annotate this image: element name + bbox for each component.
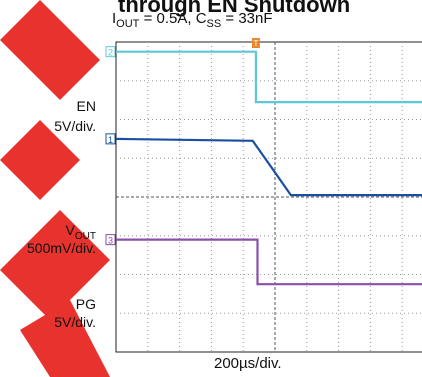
channel-1-marker bbox=[105, 133, 116, 145]
channel-0-number: 2 bbox=[108, 48, 113, 58]
x-axis-label: 200µs/div. bbox=[214, 355, 282, 372]
series-0-trace bbox=[116, 50, 422, 104]
en-label: EN bbox=[76, 98, 96, 114]
channel-2-number: 3 bbox=[108, 236, 113, 246]
chart-subtitle: IOUT = 0.5A, CSS = 33nF bbox=[112, 10, 273, 30]
trigger-marker bbox=[251, 38, 260, 48]
vout-scale-label: 500mV/div. bbox=[27, 240, 96, 256]
series-2-trace bbox=[116, 238, 422, 286]
trigger-marker-label: T bbox=[253, 39, 258, 48]
series-1-trace bbox=[115, 137, 422, 197]
channel-1-number: 1 bbox=[108, 135, 113, 145]
chart-title: through EN Shutdown bbox=[118, 0, 351, 17]
vout-label: VOUT bbox=[65, 222, 96, 242]
pg-scale-label: 5V/div. bbox=[54, 314, 96, 330]
channel-2-marker bbox=[105, 234, 116, 246]
channel-0-marker bbox=[105, 46, 116, 58]
en-scale-label: 5V/div. bbox=[54, 118, 96, 134]
pg-label: PG bbox=[75, 296, 96, 312]
